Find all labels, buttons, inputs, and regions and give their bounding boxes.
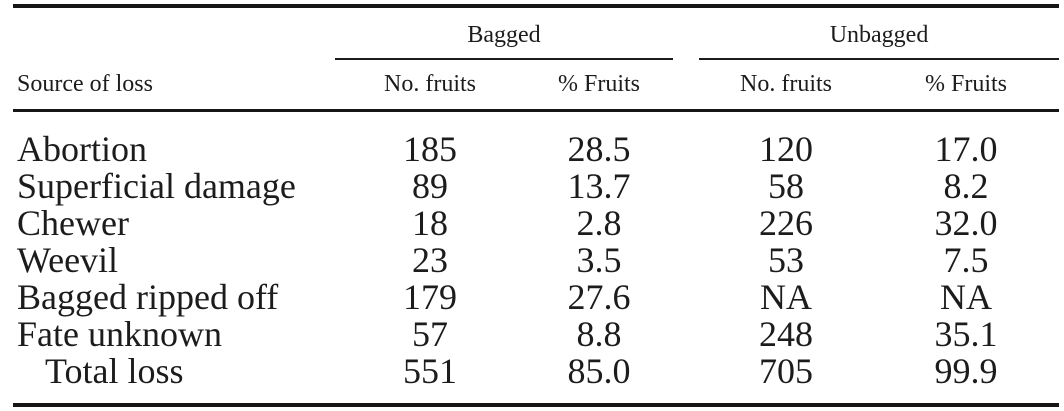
- cell-unbagged-no: 248: [759, 314, 813, 354]
- column-header-row: Source of loss No. fruits % Fruits No. f…: [13, 59, 1060, 112]
- table-row-chewer: Chewer 18 2.8 226 32.0: [13, 205, 1059, 242]
- table-row-abortion: Abortion 185 28.5 120 17.0: [13, 111, 1059, 169]
- row-label: Weevil: [17, 240, 119, 280]
- cell-unbagged-no: 226: [759, 203, 813, 243]
- cell-bagged-pct: 27.6: [567, 277, 631, 317]
- cell-unbagged-pct: 32.0: [934, 203, 998, 243]
- cell-unbagged-pct: 8.2: [943, 166, 989, 206]
- row-label: Fate unknown: [17, 314, 222, 354]
- stub-spacer: [13, 6, 335, 59]
- group-gap-spacer: [673, 316, 699, 353]
- group-gap-spacer: [673, 205, 699, 242]
- cell-bagged-no: 551: [403, 351, 457, 391]
- cell-bagged-pct: 2.8: [576, 203, 622, 243]
- table-row-superficial-damage: Superficial damage 89 13.7 58 8.2: [13, 168, 1059, 205]
- table-row-fate-unknown: Fate unknown 57 8.8 248 35.1: [13, 316, 1059, 353]
- cell-bagged-pct: 13.7: [567, 166, 631, 206]
- cell-bagged-no: 23: [412, 240, 448, 280]
- cell-unbagged-pct: NA: [940, 277, 992, 317]
- col-header-unbagged-pct-fruits: % Fruits: [873, 59, 1060, 112]
- group-header-unbagged: Unbagged: [699, 6, 1060, 60]
- cell-unbagged-pct: 35.1: [934, 314, 998, 354]
- cell-unbagged-no: 58: [768, 166, 804, 206]
- col-header-unbagged-no-fruits: No. fruits: [699, 59, 873, 112]
- cell-unbagged-pct: 7.5: [943, 240, 989, 280]
- cell-unbagged-pct: 99.9: [934, 351, 998, 391]
- cell-bagged-pct: 8.8: [576, 314, 622, 354]
- cell-bagged-pct: 85.0: [567, 351, 631, 391]
- group-gap-spacer: [673, 168, 699, 205]
- cell-unbagged-no: 53: [768, 240, 804, 280]
- group-gap-spacer: [673, 242, 699, 279]
- col-header-bagged-no-fruits: No. fruits: [335, 59, 525, 112]
- group-gap-spacer: [673, 353, 699, 405]
- cell-bagged-no: 89: [412, 166, 448, 206]
- row-label: Total loss: [45, 351, 184, 391]
- group-gap-spacer: [673, 279, 699, 316]
- row-label: Superficial damage: [17, 166, 296, 206]
- cell-bagged-pct: 3.5: [576, 240, 622, 280]
- group-gap-spacer: [673, 111, 699, 169]
- cell-unbagged-no: 120: [759, 129, 813, 169]
- fruit-loss-table: Bagged Unbagged Source of loss No. fruit…: [13, 4, 1060, 407]
- cell-bagged-pct: 28.5: [567, 129, 631, 169]
- cell-bagged-no: 57: [412, 314, 448, 354]
- table-row-weevil: Weevil 23 3.5 53 7.5: [13, 242, 1059, 279]
- cell-bagged-no: 179: [403, 277, 457, 317]
- cell-unbagged-pct: 17.0: [934, 129, 998, 169]
- group-gap-spacer: [673, 6, 699, 59]
- stub-header: Source of loss: [13, 59, 335, 112]
- table-row-bagged-ripped-off: Bagged ripped off 179 27.6 NA NA: [13, 279, 1059, 316]
- group-gap-spacer: [673, 59, 699, 112]
- row-label: Abortion: [17, 129, 147, 169]
- col-header-bagged-pct-fruits: % Fruits: [525, 59, 673, 112]
- row-label: Chewer: [17, 203, 129, 243]
- group-header-bagged: Bagged: [335, 6, 673, 60]
- table-row-total-loss: Total loss 551 85.0 705 99.9: [13, 353, 1059, 405]
- row-label: Bagged ripped off: [17, 277, 279, 317]
- column-group-row: Bagged Unbagged: [13, 6, 1060, 60]
- cell-unbagged-no: NA: [760, 277, 812, 317]
- cell-bagged-no: 18: [412, 203, 448, 243]
- cell-bagged-no: 185: [403, 129, 457, 169]
- cell-unbagged-no: 705: [759, 351, 813, 391]
